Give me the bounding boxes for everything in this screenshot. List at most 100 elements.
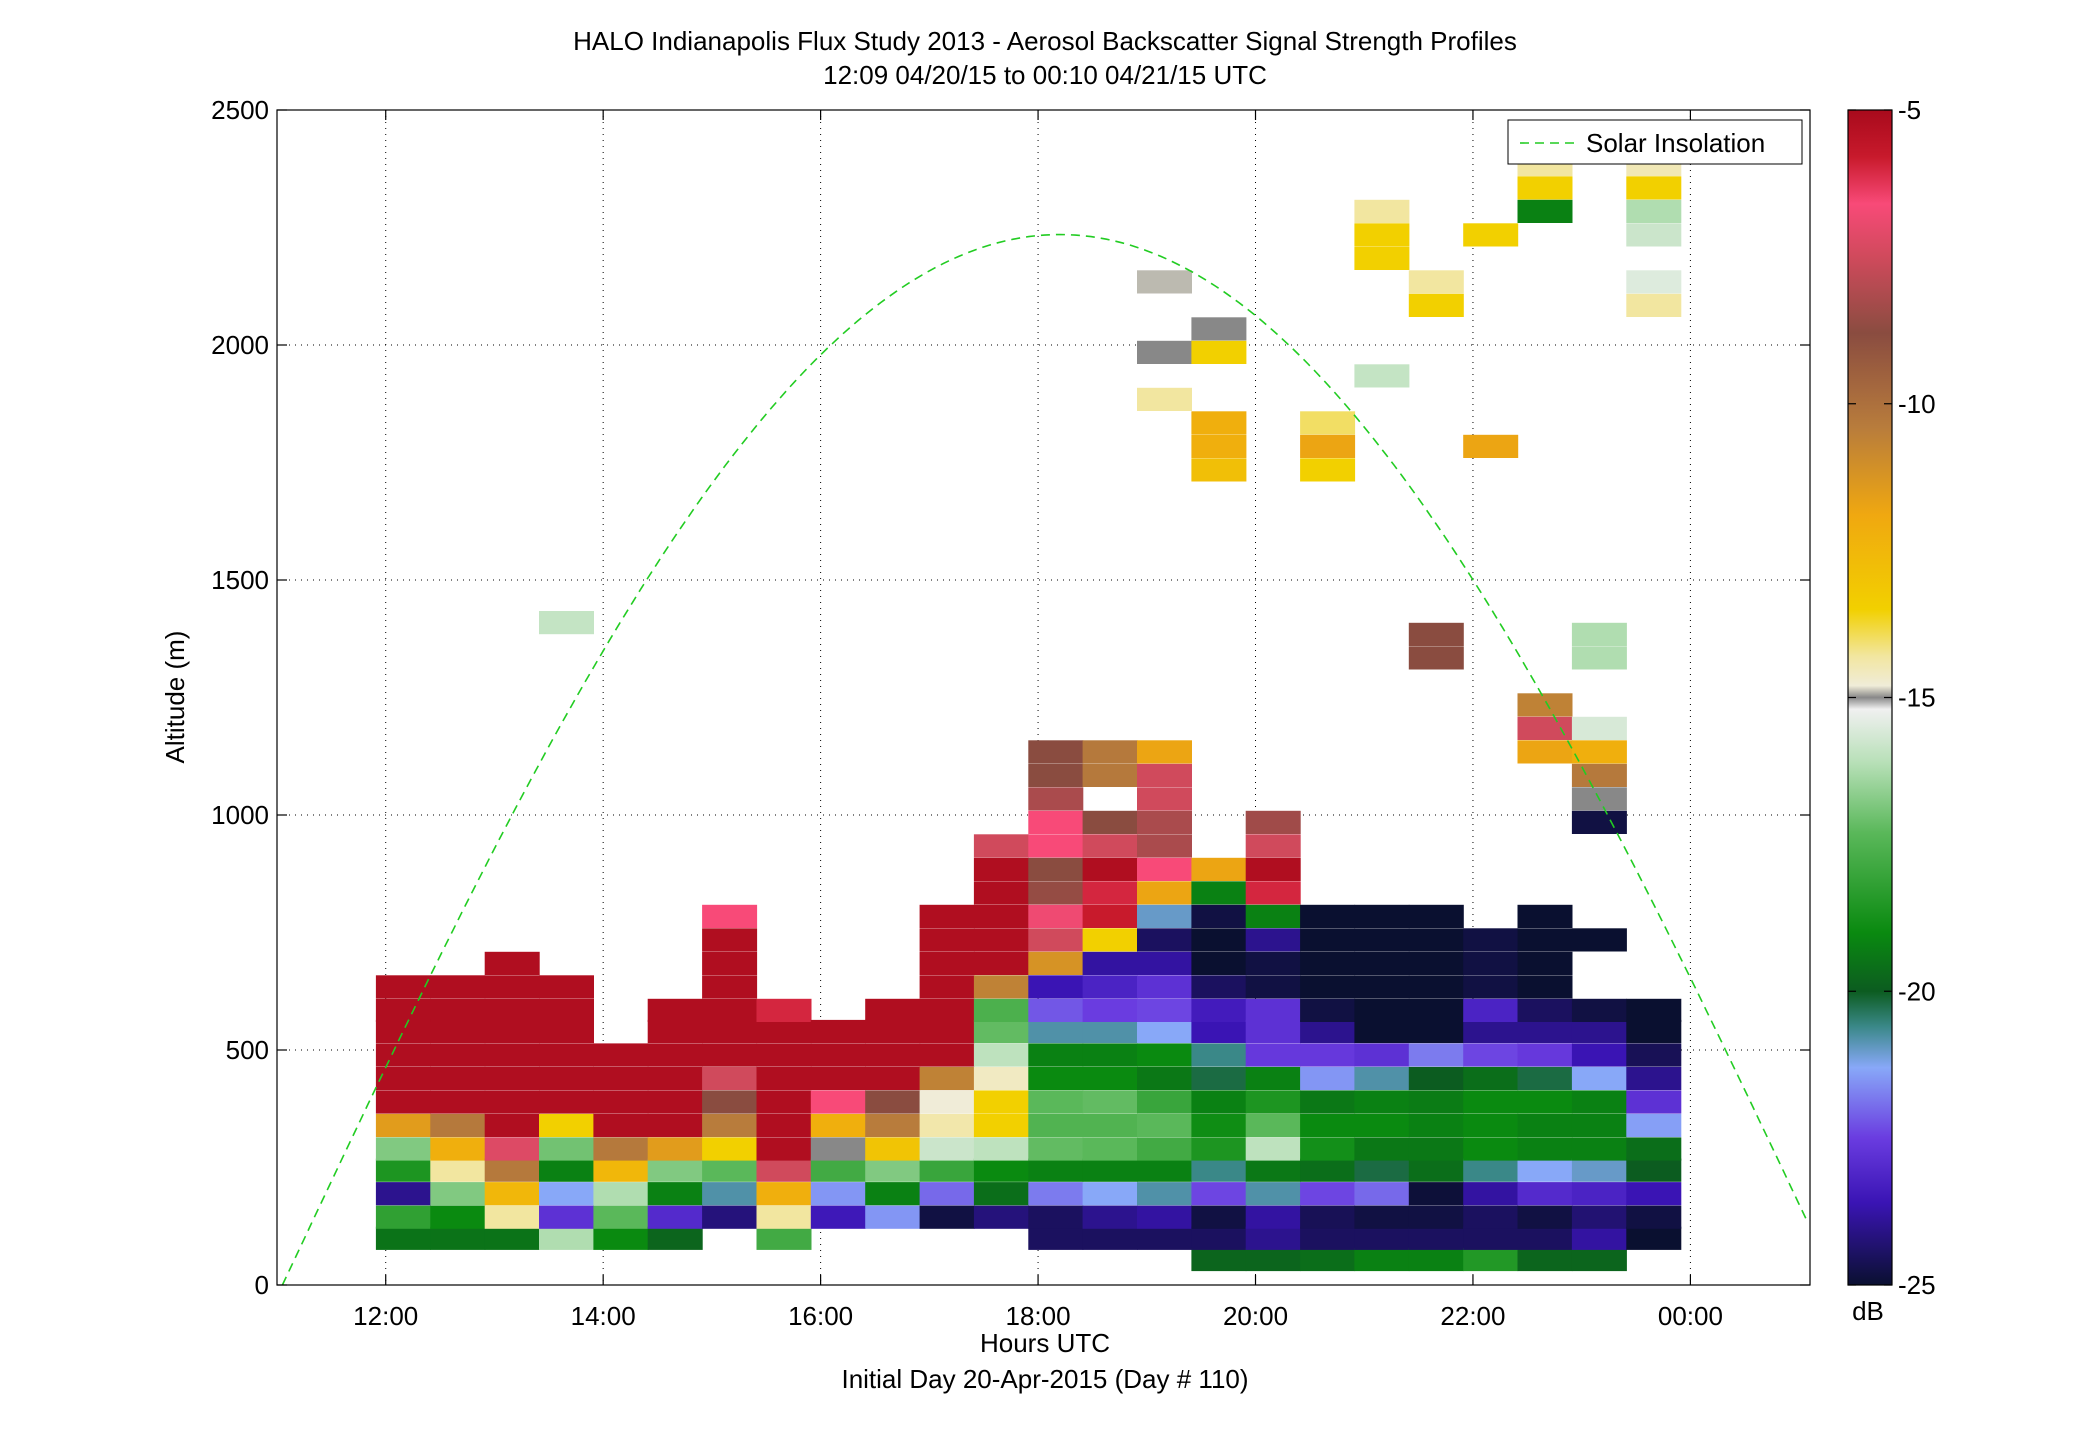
heatmap-cell [702,1113,758,1138]
heatmap-cell [1354,1090,1410,1114]
chart-subtitle: 12:09 04/20/15 to 00:10 04/21/15 UTC [823,60,1267,90]
heatmap-cell [1571,1066,1627,1091]
heatmap-cell [1082,1066,1138,1091]
heatmap-cell [865,1043,921,1067]
heatmap-cell [1626,1113,1682,1138]
heatmap-cell [1245,975,1301,999]
heatmap-cell [1354,1066,1410,1091]
heatmap-cell [430,1137,486,1161]
heatmap-cell [1626,1090,1682,1114]
heatmap-cell [1245,857,1301,881]
heatmap-cell [1137,1043,1192,1067]
heatmap-cell [1137,1090,1192,1114]
heatmap-cell [430,1158,486,1182]
heatmap-cell [539,1137,594,1161]
heatmap-cell [1082,1226,1138,1250]
heatmap-cell [430,1113,486,1138]
heatmap-cell [1245,1158,1301,1182]
heatmap-cell [375,1137,431,1161]
heatmap-cell [1137,998,1192,1022]
heatmap-cell [1191,881,1247,905]
heatmap-cell [1408,1113,1464,1138]
heatmap-cell [1028,904,1084,928]
heatmap-cell [1463,1113,1519,1138]
heatmap-cell [1626,1226,1682,1250]
heatmap-cell [1571,1113,1627,1138]
heatmap-cell [1626,1066,1682,1091]
heatmap-cell [1408,998,1464,1022]
heatmap-cell [1245,810,1301,834]
heatmap-cell [539,1158,594,1182]
heatmap-cell [1137,1066,1192,1091]
heatmap-cell [539,1019,594,1044]
heatmap-cell [1082,763,1138,787]
heatmap-cell [756,1137,812,1161]
heatmap-cell [973,928,1029,952]
heatmap-cell [1028,1043,1084,1067]
heatmap-cell [1571,810,1627,834]
heatmap-cell [919,1113,975,1138]
heatmap-cell [810,1066,866,1091]
heatmap-cell [1300,1205,1356,1229]
heatmap-cell [1082,904,1138,928]
heatmap-cell [1626,1205,1682,1229]
heatmap-cell [1626,1043,1682,1067]
heatmap-cell [1408,1182,1464,1206]
heatmap-cell [973,1066,1029,1091]
heatmap-cell [1137,1226,1192,1250]
heatmap-cell [1028,810,1084,834]
heatmap-cell [1137,1137,1192,1161]
heatmap-cell [702,1158,758,1182]
chart-title: HALO Indianapolis Flux Study 2013 - Aero… [573,26,1517,56]
heatmap-cell [865,1182,921,1206]
heatmap-cell [1191,458,1247,482]
heatmap-cell [973,1019,1029,1044]
heatmap-cell [1137,975,1192,999]
heatmap-cell [1517,904,1573,928]
heatmap-cell [1408,975,1464,999]
y-axis-label: Altitude (m) [160,631,190,764]
heatmap-cell [1191,951,1247,975]
heatmap-cell [1354,1137,1410,1161]
x-tick-label: 18:00 [1006,1301,1071,1331]
heatmap-cell [1300,1113,1356,1138]
heatmap-cell [593,1226,649,1250]
heatmap-cell [484,1182,540,1206]
heatmap-cell [1463,1182,1519,1206]
x-tick-label: 16:00 [788,1301,853,1331]
heatmap-cell [1354,998,1410,1022]
heatmap-cell [430,1226,486,1250]
heatmap-cell [756,1158,812,1182]
heatmap-cell [973,904,1029,928]
heatmap-cell [1571,1043,1627,1067]
heatmap-cell [1354,1158,1410,1182]
heatmap-cell [484,1043,540,1067]
heatmap-cell [973,857,1029,881]
heatmap-cell [1517,1066,1573,1091]
legend: Solar Insolation [1507,119,1803,165]
heatmap-cell [1137,810,1192,834]
heatmap-cell [756,1205,812,1229]
x-tick-label: 00:00 [1658,1301,1723,1331]
heatmap-cell [1245,834,1301,858]
heatmap-cell [430,1205,486,1229]
heatmap-cell [1082,1205,1138,1229]
heatmap-cell [1517,1137,1573,1161]
heatmap-cell [973,1182,1029,1206]
heatmap-cell [1517,199,1573,223]
heatmap-cell [919,1182,975,1206]
heatmap-cell [1354,364,1410,388]
heatmap-cell [919,1090,975,1114]
heatmap-cell [702,975,758,999]
heatmap-cell [1245,1066,1301,1091]
heatmap-cell [1626,270,1682,294]
heatmap-cell [1300,1226,1356,1250]
heatmap-cell [865,1019,921,1044]
heatmap-cell [1517,176,1573,200]
heatmap-cell [1137,881,1192,905]
heatmap-cell [1517,1182,1573,1206]
legend-box [1507,119,1803,165]
heatmap-cell [1571,763,1627,787]
heatmap-cell [1028,1090,1084,1114]
